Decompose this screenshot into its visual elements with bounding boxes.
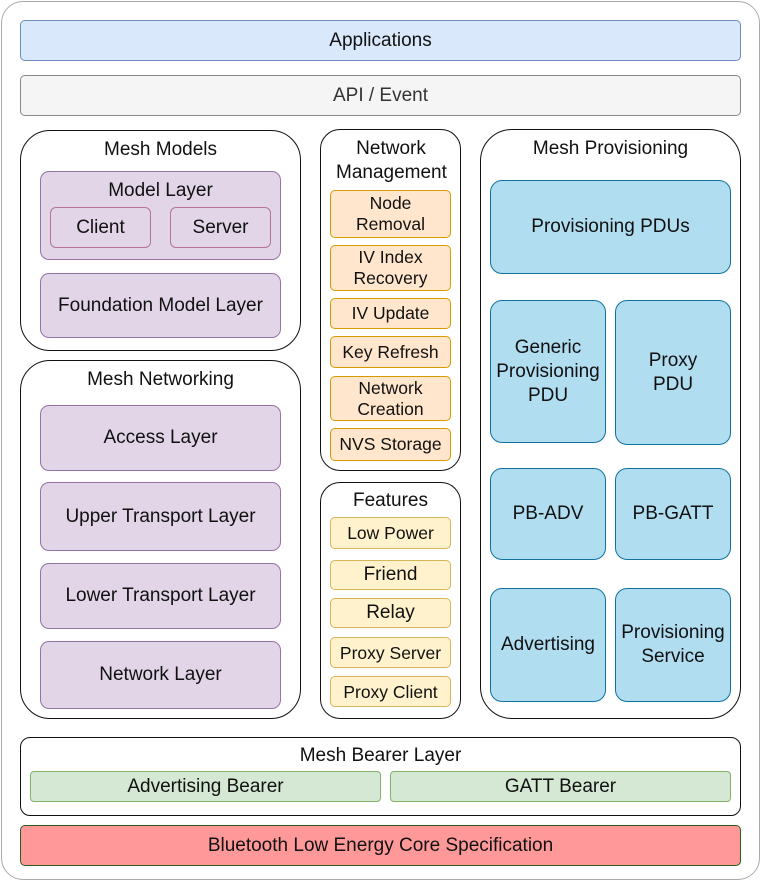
- pb-adv: PB-ADV: [490, 468, 606, 560]
- item-label: Network Creation: [357, 377, 424, 419]
- layer-label: Network Layer: [99, 664, 222, 685]
- nvs-storage: NVS Storage: [330, 428, 451, 461]
- prov-label: PB-GATT: [632, 503, 714, 524]
- generic-provisioning-pdu: Generic Provisioning PDU: [490, 300, 606, 443]
- feature-label: Proxy Server: [339, 642, 442, 663]
- access-layer: Access Layer: [40, 405, 281, 471]
- item-label: Key Refresh: [342, 341, 439, 362]
- iv-update: IV Update: [330, 298, 451, 329]
- prov-label: Provisioning PDUs: [531, 216, 690, 237]
- network-layer: Network Layer: [40, 641, 281, 709]
- lower-transport-layer: Lower Transport Layer: [40, 563, 281, 629]
- feature-label: Relay: [366, 602, 415, 623]
- server-label: Server: [192, 216, 249, 238]
- key-refresh: Key Refresh: [330, 336, 451, 368]
- upper-transport-layer: Upper Transport Layer: [40, 482, 281, 551]
- proxy-pdu: Proxy PDU: [615, 300, 731, 445]
- relay: Relay: [330, 598, 451, 628]
- prov-label: Provisioning Service: [621, 622, 725, 667]
- layer-label: Upper Transport Layer: [65, 505, 256, 527]
- prov-label: Proxy PDU: [648, 349, 698, 395]
- api-event-layer: API / Event: [20, 75, 741, 116]
- mesh-provisioning-title: Mesh Provisioning: [532, 138, 689, 159]
- applications-label: Applications: [329, 29, 432, 51]
- friend: Friend: [330, 560, 451, 590]
- features-title: Features: [353, 490, 428, 511]
- feature-label: Friend: [363, 564, 418, 585]
- prov-label: Advertising: [501, 634, 595, 655]
- pb-gatt: PB-GATT: [615, 468, 731, 560]
- layer-label: Lower Transport Layer: [65, 585, 256, 606]
- ble-core-specification: Bluetooth Low Energy Core Specification: [20, 825, 741, 866]
- node-removal: Node Removal: [330, 190, 451, 238]
- bearer-label: GATT Bearer: [504, 775, 617, 797]
- network-creation: Network Creation: [330, 376, 451, 421]
- client-label: Client: [76, 216, 125, 238]
- gatt-bearer: GATT Bearer: [390, 771, 731, 802]
- model-layer-label: Model Layer: [108, 180, 213, 201]
- feature-label: Low Power: [347, 523, 434, 543]
- provisioning-service: Provisioning Service: [615, 588, 731, 702]
- proxy-server: Proxy Server: [330, 637, 451, 668]
- mesh-bearer-title: Mesh Bearer Layer: [299, 745, 462, 766]
- client-box: Client: [50, 207, 151, 248]
- server-box: Server: [170, 207, 271, 248]
- prov-label: PB-ADV: [512, 503, 584, 524]
- applications-layer: Applications: [20, 20, 741, 61]
- mesh-models-title: Mesh Models: [104, 139, 217, 160]
- item-label: IV Update: [351, 303, 430, 323]
- advertising: Advertising: [490, 588, 606, 702]
- network-management-title: Network Management: [336, 138, 447, 183]
- foundation-label: Foundation Model Layer: [58, 294, 263, 316]
- provisioning-pdus: Provisioning PDUs: [490, 180, 731, 274]
- layer-label: Access Layer: [103, 427, 218, 448]
- bearer-label: Advertising Bearer: [127, 775, 284, 797]
- item-label: Node Removal: [355, 193, 426, 234]
- proxy-client: Proxy Client: [330, 676, 451, 707]
- ble-core-label: Bluetooth Low Energy Core Specification: [207, 834, 554, 856]
- advertising-bearer: Advertising Bearer: [30, 771, 381, 802]
- api-label: API / Event: [332, 84, 429, 106]
- foundation-model-layer: Foundation Model Layer: [40, 273, 281, 338]
- prov-label: Generic Provisioning PDU: [496, 336, 600, 406]
- mesh-networking-title: Mesh Networking: [87, 369, 234, 390]
- item-label: NVS Storage: [339, 434, 442, 454]
- feature-label: Proxy Client: [343, 681, 438, 702]
- iv-index-recovery: IV Index Recovery: [330, 245, 451, 291]
- low-power: Low Power: [330, 517, 451, 549]
- item-label: IV Index Recovery: [353, 247, 428, 288]
